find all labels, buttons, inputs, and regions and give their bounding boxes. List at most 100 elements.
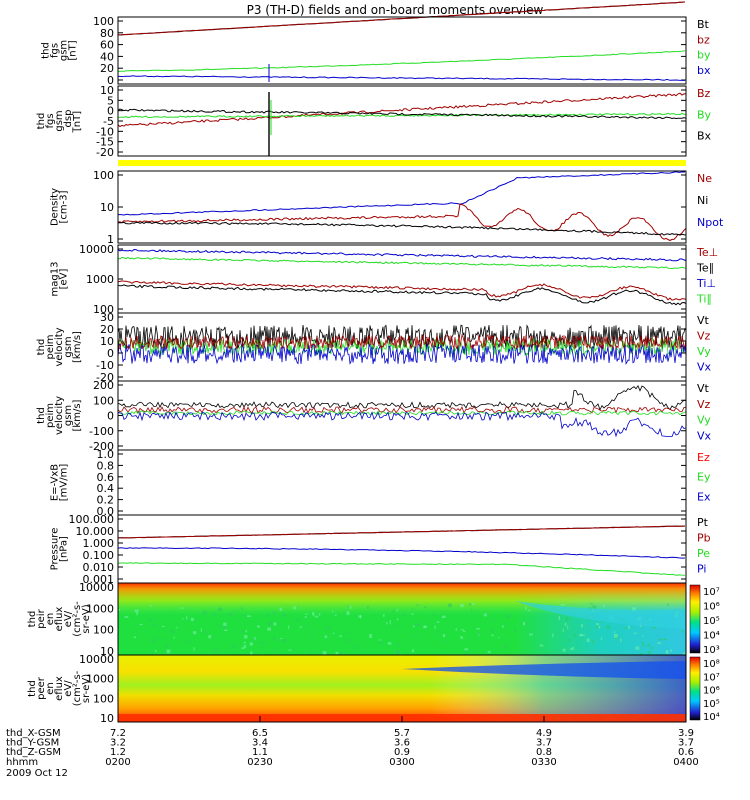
- axis-tick-label: 1.1: [252, 747, 268, 758]
- spectrogram-cell: [562, 628, 564, 632]
- spectrogram-cell: [334, 614, 337, 616]
- ylabel-line: (cm²-s-: [72, 670, 83, 706]
- ylabel-line: peim: [45, 403, 56, 428]
- traces-panel-2: [117, 171, 687, 242]
- traces-panel-1: [117, 92, 687, 156]
- spectrogram-cell: [153, 623, 157, 627]
- ylabel-line: [nT]: [68, 40, 79, 60]
- spectrogram-cell: [433, 613, 435, 617]
- spectrogram-cell: [154, 638, 158, 640]
- ytick-label: 60: [100, 39, 114, 52]
- panel-7-ylabel: Pressure[nPa]: [50, 528, 70, 571]
- ylabel-line: sr-eV): [81, 604, 92, 633]
- trace-Ne: [117, 203, 687, 242]
- trace-Pe: [117, 562, 686, 576]
- axis-tick-label: 0230: [247, 757, 272, 768]
- ytick-label: 80: [100, 27, 114, 40]
- spectrogram-cell: [335, 651, 339, 655]
- spectrogram-cell: [560, 604, 565, 606]
- spectrogram-cell: [448, 603, 452, 608]
- colorbar-label: 10⁴: [703, 712, 720, 723]
- spectrogram-cell: [176, 626, 178, 629]
- panel-5-ylabel: thdpeimvelocitygsm[km/s]: [36, 396, 83, 435]
- spectrogram-cell: [238, 618, 240, 621]
- ylabel-line: peim: [45, 334, 56, 359]
- ylabel-line: Pressure: [50, 528, 61, 571]
- traces-panel-4: [117, 324, 687, 365]
- ytick-label: 10: [100, 645, 114, 658]
- spectrogram-cell: [539, 644, 544, 647]
- spectrogram-cell: [411, 613, 414, 615]
- spectrogram-cell: [545, 631, 547, 635]
- ylabel-line: gsm: [63, 405, 74, 426]
- ylabel-line: thd: [27, 611, 38, 628]
- panel-7: Pressure[nPa] 100.00010.0001.0000.1000.01…: [50, 513, 711, 586]
- ytick-label: 10.000: [76, 525, 115, 538]
- ylabel-line: eflux: [54, 676, 65, 701]
- spectrogram-cell: [232, 645, 236, 648]
- ytick-label: 10: [100, 201, 114, 214]
- legend-Vy: Vy: [697, 345, 711, 358]
- axis-tick-label: 3.2: [110, 738, 126, 749]
- ylabel-line: peer: [36, 676, 47, 700]
- spectrogram-cell: [461, 629, 464, 631]
- spectrogram-cell: [670, 649, 672, 652]
- spectrogram-cell: [471, 603, 475, 605]
- axis-tick-label: 0330: [531, 757, 556, 768]
- trace-Vt: [117, 324, 687, 351]
- spectrogram-cell: [268, 622, 272, 626]
- spectrogram-cell: [369, 634, 373, 638]
- spectrogram-cell: [346, 611, 350, 616]
- ylabel-line: mag13: [50, 262, 61, 297]
- spectrogram-cell: [502, 625, 504, 628]
- spectrogram-cell: [359, 624, 362, 627]
- spectrogram-cell: [118, 609, 121, 611]
- spectrogram-cell: [242, 614, 244, 617]
- axis-tick-label: 3.4: [252, 738, 268, 749]
- ylabel-line: peir: [36, 608, 47, 628]
- spectrogram-cell: [635, 646, 640, 650]
- spectrogram-cell: [161, 625, 166, 628]
- spectrogram-cell: [460, 604, 464, 608]
- trace-Ni: [117, 221, 687, 236]
- spectrogram-cell: [241, 606, 243, 611]
- spectrogram-cell: [134, 636, 137, 639]
- spectrogram-cell: [414, 624, 419, 626]
- spectrogram-cell: [383, 614, 385, 617]
- ytick-label: 0: [107, 410, 114, 423]
- spectrogram-cell: [348, 639, 351, 643]
- spectrogram-cell: [308, 651, 312, 653]
- ytick-label: 0.8: [97, 459, 115, 472]
- spectrogram-cell: [203, 630, 207, 634]
- ylabel-line: thd: [36, 339, 47, 356]
- spectrogram-cell: [378, 639, 382, 641]
- spectrogram-cell: [529, 633, 533, 636]
- spectrogram-cell: [681, 630, 684, 633]
- spectrogram-cell: [613, 634, 618, 638]
- spectrogram-cell: [226, 649, 229, 651]
- spectrogram-cell: [492, 619, 496, 621]
- spectrogram-cell: [443, 634, 446, 638]
- spectrogram-cell: [190, 617, 194, 622]
- spectrogram-cell: [596, 623, 600, 626]
- legend-Bz: Bz: [697, 87, 711, 100]
- panel-3: mag13[eV] 10000 1000 100 Te⊥ Te∥ Ti⊥ Ti∥: [50, 243, 719, 316]
- ytick-label: -10: [96, 125, 114, 138]
- trace-Ti-perp: [117, 248, 687, 262]
- ytick-label: 10: [100, 712, 114, 725]
- spectrogram-cell: [647, 650, 652, 654]
- spectrogram-cell: [282, 613, 286, 618]
- legend-Ex: Ex: [697, 490, 711, 503]
- spectrogram-cell: [259, 641, 264, 645]
- spectrogram-cell: [273, 648, 276, 652]
- traces-panel-3: [117, 248, 687, 306]
- spectrogram-cell: [165, 644, 168, 648]
- legend-Npot: Npot: [697, 216, 724, 229]
- legend-Vy: Vy: [697, 414, 711, 427]
- ytick-label: 10: [100, 335, 114, 348]
- axis-tick-label: 5.7: [394, 728, 410, 739]
- spectrogram-cell: [358, 615, 362, 618]
- date-label: 2009 Oct 12: [6, 768, 68, 779]
- spectrogram-cell: [396, 618, 399, 621]
- ylabel-line: [nT]: [72, 111, 83, 131]
